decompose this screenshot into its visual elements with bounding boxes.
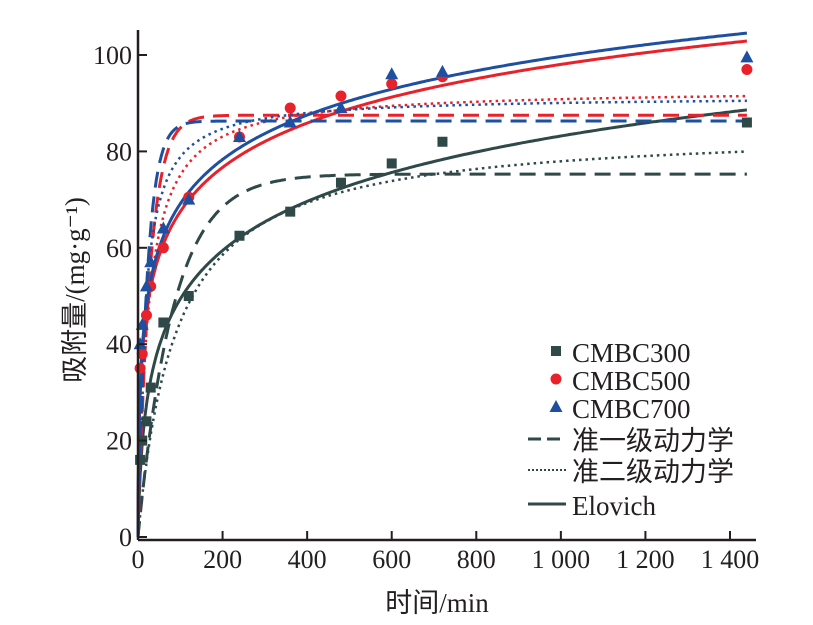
legend-cmbc700-marker xyxy=(549,400,563,412)
cmbc500-data-point xyxy=(157,242,169,254)
legend-label: CMBC500 xyxy=(572,366,691,396)
legend-label: CMBC700 xyxy=(572,394,691,424)
cmbc500-data-point xyxy=(284,102,296,114)
legend-cmbc500-marker xyxy=(550,373,562,385)
cmbc500-data-point xyxy=(335,90,347,102)
cmbc300-pso-curve xyxy=(136,150,747,537)
cmbc500-data-point xyxy=(140,309,152,321)
x-tick-label: 600 xyxy=(372,545,411,574)
cmbc500-data-point xyxy=(136,348,148,360)
y-tick-label: 60 xyxy=(106,234,132,263)
cmbc700-data-point xyxy=(334,101,348,114)
x-axis-label: 时间/min xyxy=(385,588,489,618)
cmbc300-data-point xyxy=(386,158,397,169)
cmbc300-data-point xyxy=(145,382,156,393)
x-tick-label: 400 xyxy=(288,545,327,574)
legend-label: 准一级动力学 xyxy=(572,426,734,456)
cmbc500-pfo-curve xyxy=(136,113,747,537)
cmbc500-data-point xyxy=(134,362,146,374)
cmbc500-data-point xyxy=(741,63,753,75)
cmbc700-data-point xyxy=(139,279,153,292)
cmbc700-data-point xyxy=(283,115,297,128)
cmbc300-data-point xyxy=(135,454,146,465)
cmbc700-data-point xyxy=(385,67,399,80)
y-tick-label: 40 xyxy=(106,330,132,359)
cmbc300-data-point xyxy=(285,206,296,217)
data-points xyxy=(133,50,754,465)
cmbc700-data-point xyxy=(144,255,158,268)
y-axis-label: 吸附量/(mg·g⁻¹) xyxy=(60,197,90,383)
cmbc700-data-point xyxy=(156,221,170,234)
legend-label: CMBC300 xyxy=(572,338,691,368)
cmbc700-data-point xyxy=(232,129,246,142)
x-tick-label: 800 xyxy=(457,545,496,574)
legend-label: 准二级动力学 xyxy=(572,457,734,487)
cmbc300-data-point xyxy=(183,291,194,301)
cmbc700-data-point xyxy=(740,50,754,63)
ticks: 0 200 400 600 800 1 000 1 200 1 400 0 20 40 60 80 100 xyxy=(93,41,759,574)
cmbc300-data-point xyxy=(234,230,245,241)
cmbc500-elovich-curve xyxy=(136,39,748,537)
x-tick-label: 200 xyxy=(203,545,242,574)
cmbc300-data-point xyxy=(437,136,448,147)
x-tick-label: 1 400 xyxy=(701,545,760,574)
cmbc700-data-point xyxy=(435,64,449,77)
cmbc300-data-point xyxy=(335,177,346,188)
x-tick-label: 0 xyxy=(132,545,145,574)
y-tick-label: 20 xyxy=(106,427,132,456)
cmbc300-data-point xyxy=(741,117,752,128)
x-tick-label: 1 000 xyxy=(532,545,591,574)
axes xyxy=(136,30,756,542)
cmbc500-data-point xyxy=(386,78,398,90)
y-tick-label: 100 xyxy=(93,41,132,70)
y-tick-label: 80 xyxy=(106,137,132,166)
y-tick-label: 0 xyxy=(119,523,132,552)
cmbc300-data-point xyxy=(141,416,152,427)
cmbc300-data-point xyxy=(158,317,169,328)
x-tick-label: 1 200 xyxy=(616,545,675,574)
legend-label: Elovich xyxy=(572,491,656,521)
legend-cmbc300-marker xyxy=(551,346,561,356)
cmbc700-data-point xyxy=(182,192,196,205)
